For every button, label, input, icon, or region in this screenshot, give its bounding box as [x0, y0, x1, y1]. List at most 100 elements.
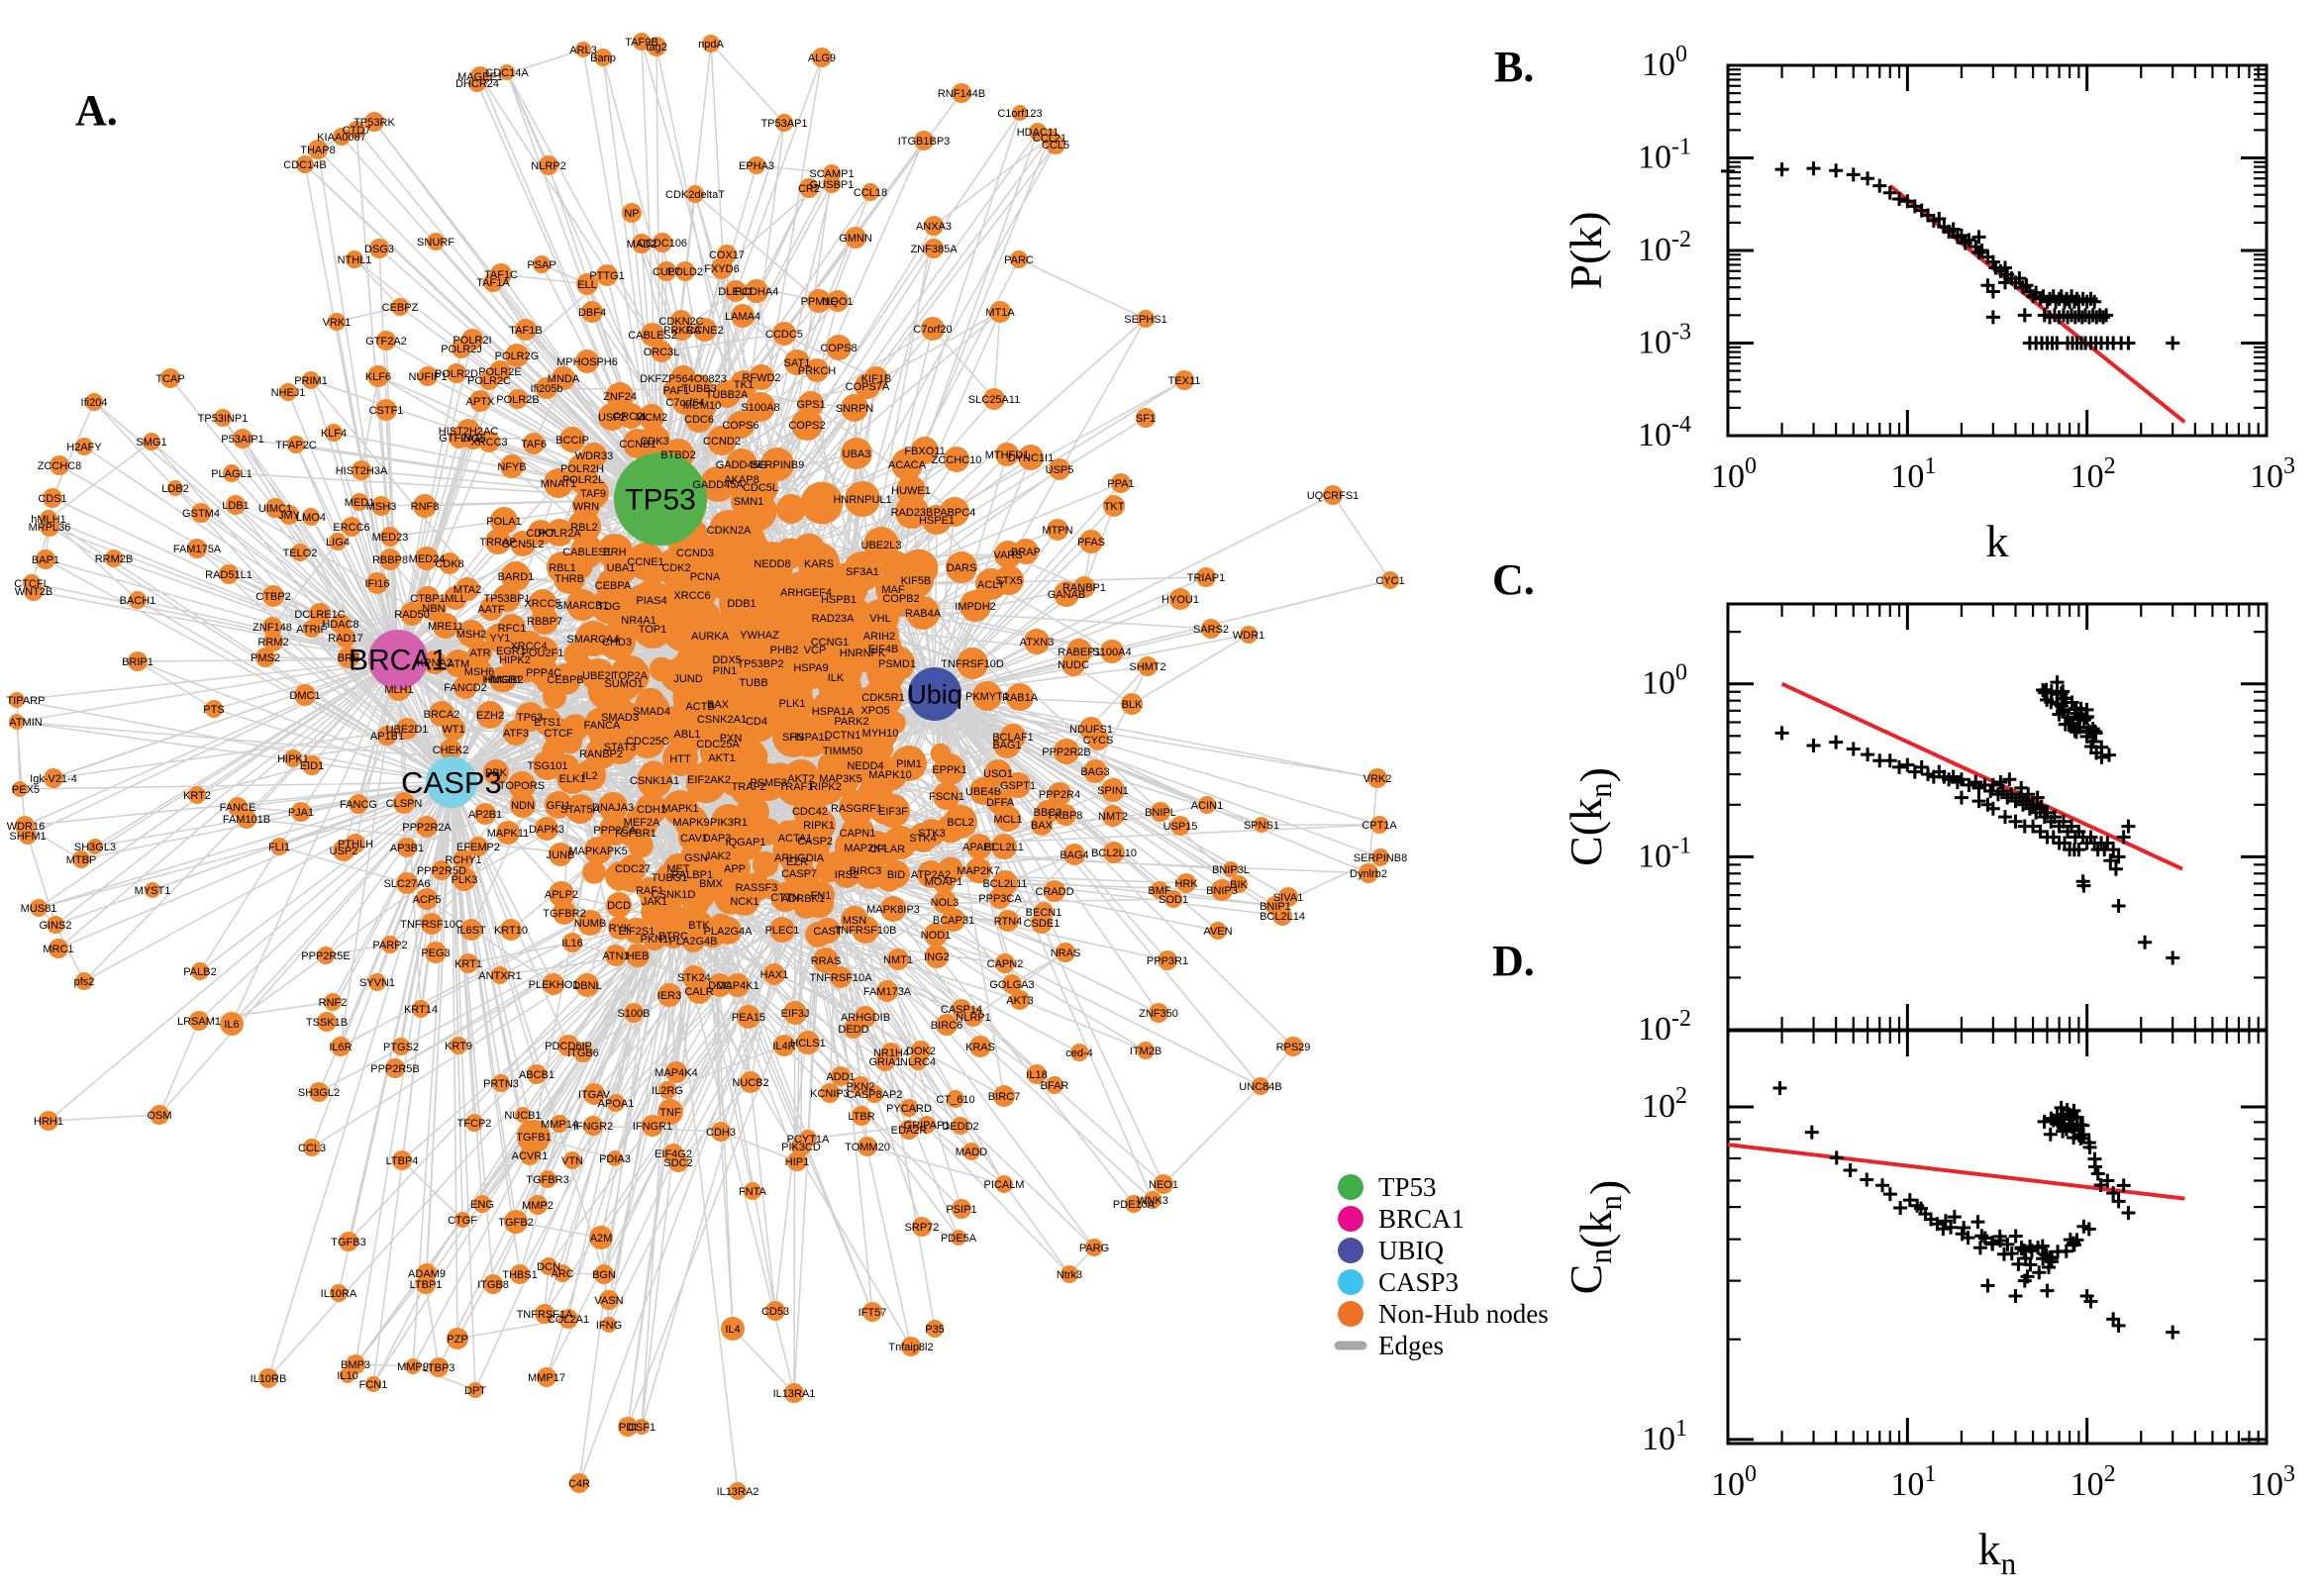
- node-label: CDK3: [640, 436, 668, 448]
- node-label: PZP: [447, 1334, 467, 1346]
- node-label: DLEU1: [718, 286, 753, 298]
- network-node: [702, 35, 720, 52]
- node-label: TNF: [659, 1107, 681, 1119]
- network-node: [460, 919, 482, 941]
- node-label: KRT14: [404, 1004, 438, 1016]
- node-label: MSH2: [456, 629, 487, 641]
- node-label: CCND2: [703, 436, 741, 448]
- network-node: [841, 438, 872, 469]
- node-label: CDK8: [435, 558, 463, 570]
- node-label: LTBP3: [423, 1362, 455, 1374]
- node-label: TP53BP1: [483, 593, 530, 605]
- node-label: TOP2A: [612, 670, 649, 682]
- node-label: BIRC6: [931, 1020, 962, 1032]
- node-label: IMPDH2: [955, 601, 996, 613]
- node-label: LRSAM1: [177, 1016, 221, 1028]
- node-label: EPHA3: [739, 160, 774, 172]
- network-node: [598, 792, 628, 822]
- node-label: NP: [624, 208, 639, 220]
- node-label: CCNG1: [811, 637, 850, 648]
- network-node: [670, 365, 696, 391]
- network-node: [160, 368, 180, 388]
- node-label: CEBPZ: [382, 302, 419, 314]
- network-node: [466, 658, 492, 684]
- node-label: Dynlrb2: [1350, 868, 1387, 880]
- network-node: [791, 1137, 811, 1156]
- node-label: FSCN1: [929, 791, 964, 803]
- network-node: [550, 663, 581, 695]
- node-label: POLR2B: [496, 394, 539, 406]
- node-label: NUCB1: [504, 1110, 541, 1122]
- network-node: [508, 771, 536, 799]
- network-node: [352, 460, 371, 480]
- node-label: APOA1: [598, 1098, 635, 1110]
- node-label: AVEN: [1203, 926, 1232, 938]
- network-node: [598, 403, 626, 431]
- node-label: RASSF3: [736, 882, 778, 894]
- network-node: [807, 881, 835, 909]
- network-node: [594, 1264, 614, 1284]
- network-node: [505, 344, 529, 367]
- node-label: HNRNPK: [840, 648, 886, 659]
- network-node: [554, 562, 585, 594]
- node-label: ACACA: [888, 459, 927, 471]
- network-node: [445, 649, 472, 677]
- node-label: RIPK2: [810, 781, 842, 793]
- node-label: IL2RG: [652, 1085, 683, 1097]
- scatter-points: [1721, 161, 2180, 350]
- node-label: WNT2B: [15, 586, 53, 598]
- network-node: [634, 1419, 650, 1435]
- node-label: MTHFD1: [985, 449, 1030, 461]
- node-label: PARK2: [834, 716, 868, 728]
- node-label: AATF: [477, 604, 505, 616]
- node-label: FANCA: [584, 720, 621, 732]
- network-node: [415, 547, 439, 570]
- network-node: [566, 589, 598, 621]
- network-node: [1151, 802, 1170, 822]
- node-label: BNIPL: [1145, 807, 1176, 819]
- hub-label-casp3: CASP3: [401, 765, 502, 800]
- node-label: HNRNPUL1: [833, 494, 891, 506]
- node-label: EID1: [300, 760, 324, 772]
- network-node: [584, 837, 612, 864]
- network-node: [862, 1302, 882, 1322]
- node-label: PTGS2: [383, 1042, 419, 1053]
- network-node: [591, 588, 627, 624]
- node-label: BCAP31: [933, 915, 974, 927]
- network-node: [105, 549, 123, 567]
- network-node: [397, 838, 417, 857]
- node-label: SCAMP1: [809, 168, 854, 180]
- node-label: IL13RA1: [773, 1388, 816, 1400]
- network-node: [1223, 861, 1239, 877]
- node-label: NOD1: [921, 930, 952, 942]
- node-label: PBK: [485, 767, 508, 779]
- network-node: [820, 1083, 840, 1103]
- node-label: CSNK1A1: [630, 775, 679, 787]
- node-label: EIF4B: [868, 644, 899, 655]
- node-label: PARC: [1004, 254, 1034, 266]
- node-label: FAM175A: [173, 544, 222, 555]
- network-node: [1046, 1076, 1063, 1094]
- node-label: HAX1: [760, 969, 789, 981]
- node-label: EIF3J: [781, 1008, 810, 1020]
- network-node: [729, 1482, 747, 1500]
- network-node: [129, 591, 147, 609]
- network-node: [965, 857, 991, 883]
- node-label: CPT1A: [1362, 820, 1397, 832]
- node-label: HSPA1A: [812, 706, 855, 718]
- node-label: MAP4K4: [655, 1067, 697, 1079]
- node-label: CYC1: [1375, 575, 1404, 587]
- network-node: [1010, 990, 1030, 1010]
- node-label: SDC2: [663, 1157, 692, 1169]
- network-node: [972, 681, 1002, 711]
- network-node: [1170, 816, 1190, 836]
- node-label: BTRC: [658, 931, 688, 943]
- node-label: TNFRSF10D: [941, 658, 1004, 670]
- node-label: BCL2: [947, 817, 974, 829]
- node-label: IL4: [725, 1324, 740, 1336]
- network-node: [637, 762, 672, 798]
- network-node: [713, 380, 741, 408]
- node-label: TGFB3: [331, 1237, 365, 1248]
- node-label: P53AIP1: [221, 434, 263, 446]
- network-node: [686, 185, 704, 203]
